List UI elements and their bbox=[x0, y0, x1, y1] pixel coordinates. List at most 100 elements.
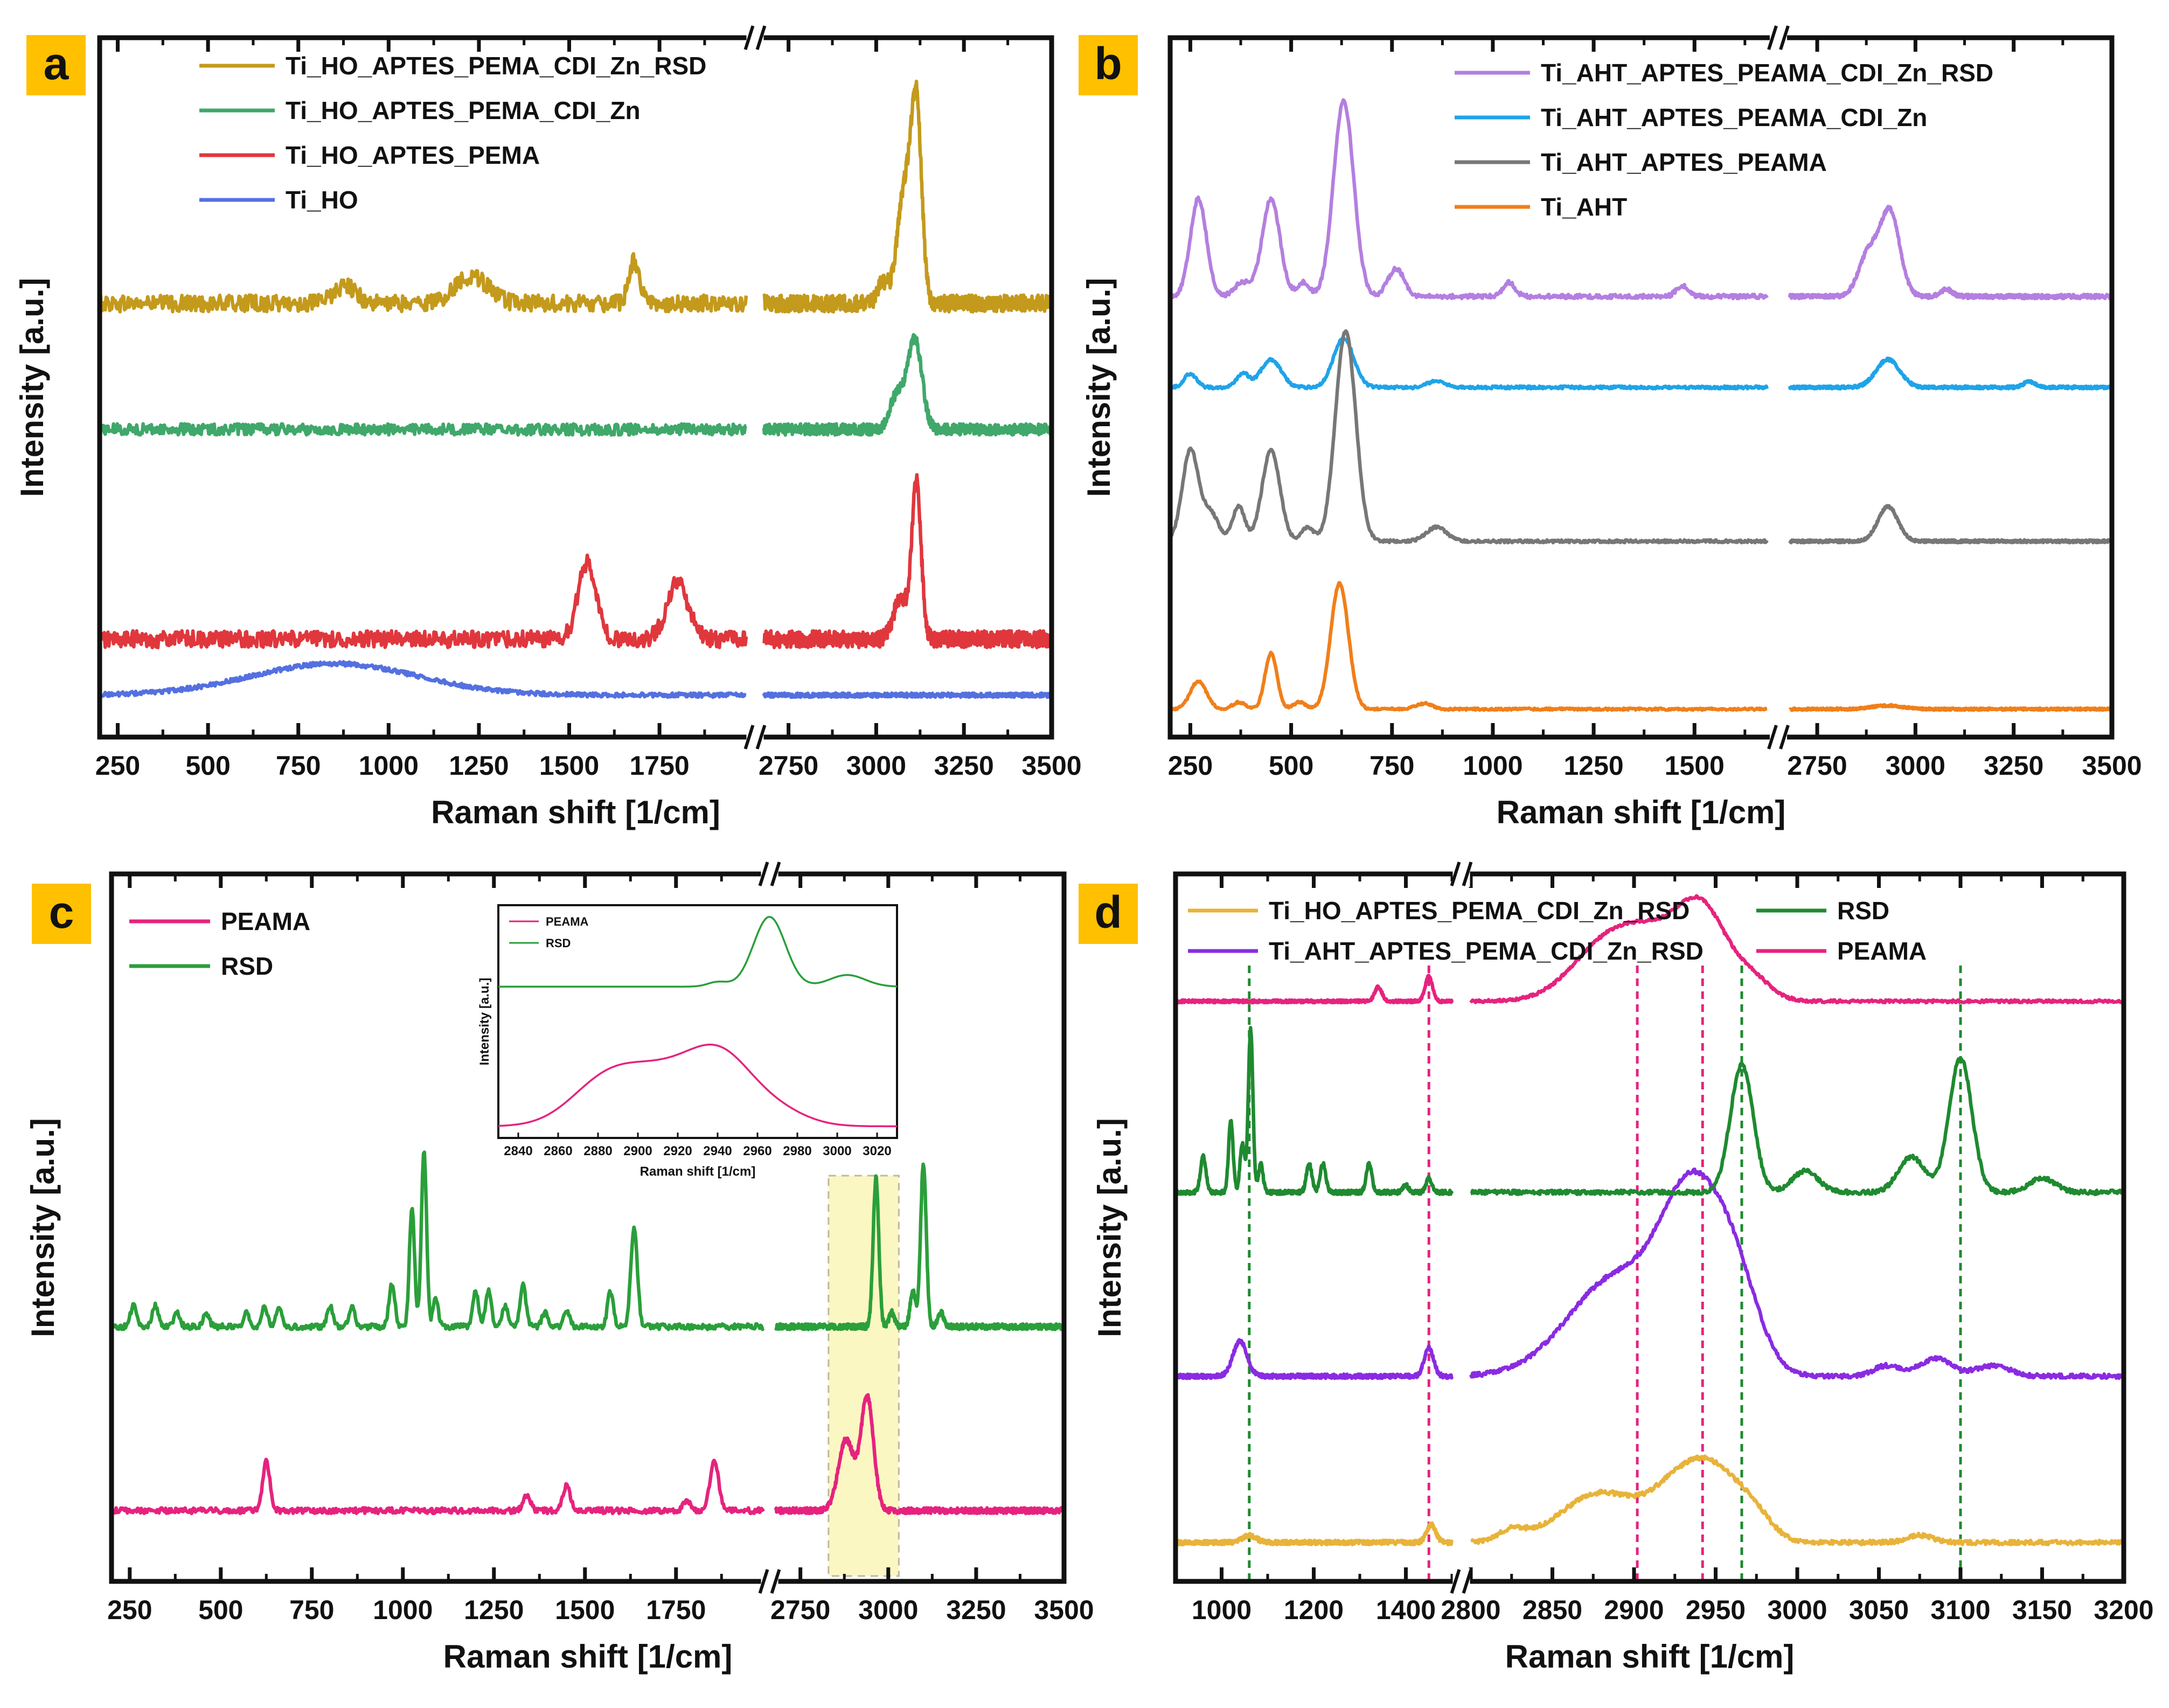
x-tick-label: 1750 bbox=[629, 751, 689, 781]
series-line-ti_aht_aptes_pema_cdi_zn_rsd bbox=[1173, 1167, 2126, 1380]
x-tick-label: 750 bbox=[289, 1595, 334, 1625]
plot-frame bbox=[109, 871, 1067, 1584]
series-line-peama bbox=[1173, 894, 2125, 1005]
x-tick-label: 3250 bbox=[946, 1595, 1006, 1625]
legend-label: Ti_HO_APTES_PEMA_CDI_Zn_RSD bbox=[286, 52, 706, 80]
inset-tick-label: 2980 bbox=[783, 1144, 811, 1158]
axis-break-mark bbox=[1767, 25, 1778, 50]
plot-frame bbox=[1173, 871, 2126, 1584]
legend: PEAMA RSD bbox=[129, 907, 310, 980]
inset-series-rsd bbox=[498, 915, 897, 988]
legend-label: Ti_HO_APTES_PEMA bbox=[286, 141, 540, 169]
inset-legend-label: RSD bbox=[546, 936, 571, 950]
panel-letter: d bbox=[1094, 887, 1122, 938]
x-tick-label: 3000 bbox=[1886, 751, 1945, 781]
y-axis-title: Intensity [a.u.] bbox=[1092, 1118, 1128, 1337]
x-tick-label: 2750 bbox=[759, 751, 818, 781]
inset-series-peama bbox=[498, 1044, 897, 1128]
series-line-ti_aht_aptes_peama_cdi_zn_rsd bbox=[1168, 98, 2114, 301]
y-axis-title: Intensity [a.u.] bbox=[1081, 278, 1117, 497]
panel-letter: a bbox=[44, 38, 69, 89]
inset-x-title: Raman shift [1/cm] bbox=[640, 1164, 756, 1179]
x-tick-label: 2850 bbox=[1523, 1595, 1582, 1625]
x-tick-label: 1500 bbox=[555, 1595, 615, 1625]
x-tick-label: 750 bbox=[276, 751, 321, 781]
legend: Ti_AHT_APTES_PEAMA_CDI_Zn_RSD Ti_AHT_APTE… bbox=[1455, 59, 1993, 221]
axis-break-mark bbox=[1779, 25, 1790, 50]
x-tick-label: 1500 bbox=[1665, 751, 1725, 781]
x-tick-label: 3200 bbox=[2094, 1595, 2153, 1625]
x-ticks: 1000 1200 1400 2800 2850 2900 2950 3000 3050 3100… bbox=[1174, 874, 2154, 1625]
panel-letter-badge bbox=[32, 884, 91, 944]
inset-tick-label: 3020 bbox=[863, 1144, 891, 1158]
series-line-ti_ho bbox=[98, 660, 1053, 699]
x-ticks: 250 500 750 1000 1250 1500 2750 3000 3250 3500 bbox=[1168, 38, 2142, 781]
series-line-ti_aht_aptes_peama bbox=[1168, 329, 2114, 545]
panel-c: 250 500 750 1000 1250 1500 1750 2750 3000 3250 350… bbox=[25, 861, 1094, 1675]
x-tick-label: 1400 bbox=[1376, 1595, 1436, 1625]
panel-letter: b bbox=[1094, 38, 1122, 89]
axis-break-mark bbox=[755, 25, 767, 50]
inset-tick-label: 2900 bbox=[623, 1144, 652, 1158]
x-axis-title: Raman shift [1/cm] bbox=[431, 794, 720, 830]
inset-legend-label: PEAMA bbox=[546, 915, 589, 928]
series-line-ti_ho_aptes_pema_cdi_zn_rsd bbox=[98, 79, 1054, 314]
x-tick-label: 2950 bbox=[1686, 1595, 1746, 1625]
inset-tick-label: 2880 bbox=[583, 1144, 612, 1158]
x-ticks: 250 500 750 1000 1250 1500 1750 2750 3000 3250 350… bbox=[95, 38, 1082, 781]
series-line-ti_aht bbox=[1169, 581, 2114, 712]
axis-break-mark bbox=[743, 25, 755, 50]
axis-break-mark bbox=[1767, 725, 1778, 749]
highlight-region bbox=[828, 1175, 900, 1577]
axis-break-mark bbox=[743, 725, 755, 749]
axis-break-mark bbox=[770, 862, 781, 886]
x-tick-label: 3500 bbox=[2082, 751, 2142, 781]
x-tick-label: 1000 bbox=[1192, 1595, 1252, 1625]
panel-letter-badge bbox=[1079, 35, 1138, 95]
legend-label: Ti_AHT_APTES_PEAMA bbox=[1541, 148, 1827, 176]
inset-tick-label: 2960 bbox=[743, 1144, 771, 1158]
x-tick-label: 1000 bbox=[359, 751, 419, 781]
legend-label: Ti_AHT_APTES_PEMA_CDI_Zn_RSD bbox=[1269, 937, 1704, 965]
x-ticks: 250 500 750 1000 1250 1500 1750 2750 3000 3250 350… bbox=[107, 874, 1094, 1625]
x-tick-label: 3250 bbox=[934, 751, 994, 781]
x-tick-label: 1250 bbox=[1563, 751, 1623, 781]
x-axis-title: Raman shift [1/cm] bbox=[1497, 794, 1786, 830]
panel-b: 250 500 750 1000 1250 1500 2750 3000 3250 3500 Ram… bbox=[1079, 25, 2142, 830]
inset-tick-label: 2840 bbox=[504, 1144, 532, 1158]
panel-letter: c bbox=[49, 887, 74, 938]
legend-label: PEAMA bbox=[1837, 937, 1927, 965]
axis-break-mark bbox=[758, 862, 769, 886]
legend-label: Ti_HO bbox=[286, 186, 358, 214]
series-line-ti_ho_aptes_pema_cdi_zn_rsd bbox=[1173, 1454, 2126, 1546]
legend: Ti_HO_APTES_PEMA_CDI_Zn_RSD Ti_HO_APTES_P… bbox=[199, 52, 706, 214]
axis-break-mark bbox=[1450, 862, 1461, 886]
x-tick-label: 1750 bbox=[646, 1595, 706, 1625]
x-tick-label: 250 bbox=[107, 1595, 152, 1625]
x-tick-label: 500 bbox=[185, 751, 230, 781]
legend-label: Ti_AHT bbox=[1541, 193, 1627, 221]
series-line-rsd bbox=[1174, 1026, 2125, 1197]
series-line-ti_ho_aptes_pema_cdi_zn bbox=[98, 333, 1054, 437]
x-tick-label: 3100 bbox=[1930, 1595, 1990, 1625]
x-tick-label: 500 bbox=[198, 1595, 243, 1625]
axis-break-mark bbox=[1462, 862, 1473, 886]
x-axis-title: Raman shift [1/cm] bbox=[443, 1638, 733, 1675]
series-line-ti_aht_aptes_peama_cdi_zn bbox=[1169, 336, 2114, 391]
axis-break-mark bbox=[1462, 1569, 1473, 1594]
legend-label: Ti_AHT_APTES_PEAMA_CDI_Zn_RSD bbox=[1541, 59, 1993, 87]
axis-break-mark bbox=[755, 725, 767, 749]
inset-y-title: Intensity [a.u.] bbox=[477, 978, 492, 1066]
x-tick-label: 1000 bbox=[373, 1595, 433, 1625]
x-tick-label: 500 bbox=[1269, 751, 1313, 781]
series-line-rsd bbox=[110, 1150, 1066, 1331]
panel-a: 250 500 750 1000 1250 1500 1750 2750 3000 3250 350… bbox=[14, 25, 1082, 830]
x-tick-label: 2800 bbox=[1441, 1595, 1500, 1625]
inset-tick-label: 3000 bbox=[823, 1144, 851, 1158]
axis-break-mark bbox=[770, 1569, 781, 1594]
x-tick-label: 2750 bbox=[770, 1595, 830, 1625]
inset-frame bbox=[497, 904, 898, 1139]
axis-break-mark bbox=[758, 1569, 769, 1594]
x-tick-label: 3500 bbox=[1021, 751, 1081, 781]
panel-letter-badge bbox=[26, 35, 86, 95]
